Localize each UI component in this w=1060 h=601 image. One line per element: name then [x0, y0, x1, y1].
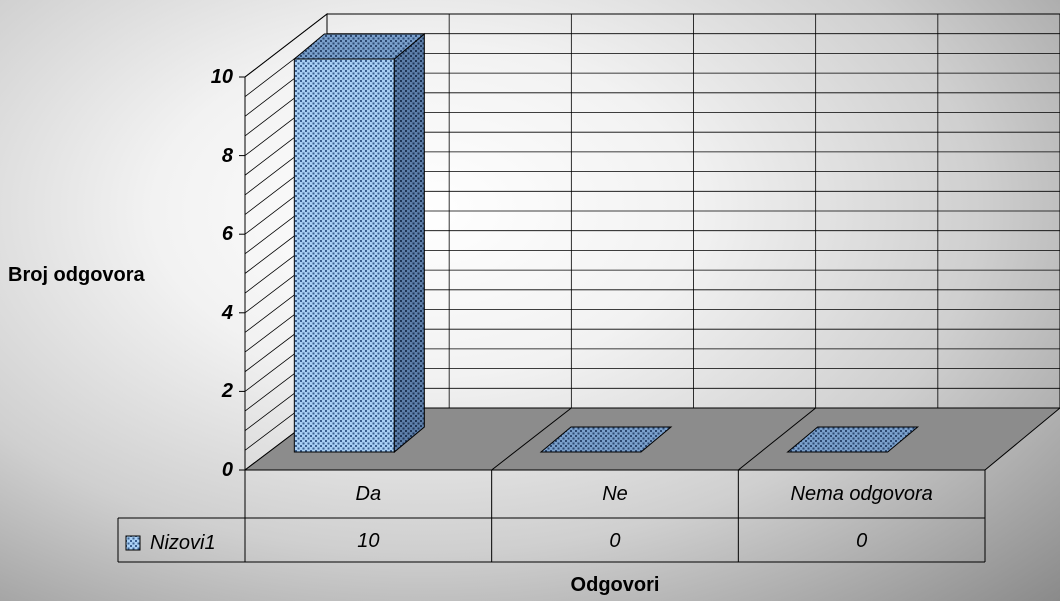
category-label: Da [355, 483, 382, 505]
y-tick-label: 6 [221, 223, 233, 246]
y-tick-label: 8 [221, 144, 233, 167]
gridline-left [244, 13, 328, 78]
bar-front [293, 58, 395, 453]
y-axis-label: Broj odgovora [8, 264, 145, 286]
floor-divider [491, 407, 572, 471]
category-label: Nema odgovora [790, 483, 933, 505]
y-tick-label: 0 [221, 459, 233, 481]
data-value-label: 0 [856, 530, 868, 552]
bar-top [539, 426, 673, 453]
bar-top [786, 426, 920, 453]
legend-series-name: Nizovi1 [150, 532, 216, 554]
bar-top [292, 33, 426, 60]
legend-swatch-icon [125, 535, 141, 551]
y-tick-label: 4 [221, 301, 233, 324]
bar-nema-odgovora [786, 426, 920, 453]
x-axis-label: Odgovori [570, 574, 660, 596]
data-value-label: 0 [609, 530, 621, 552]
data-table-grid [117, 470, 986, 563]
bar-da [292, 32, 426, 454]
bar-ne [539, 426, 673, 453]
y-tick-label: 10 [210, 66, 233, 88]
bar-side [393, 32, 425, 454]
data-value-label: 10 [357, 530, 380, 552]
chart-bars [292, 32, 920, 454]
floor-divider [738, 407, 816, 471]
y-tick-label: 2 [221, 380, 233, 403]
category-label: Ne [602, 483, 628, 505]
